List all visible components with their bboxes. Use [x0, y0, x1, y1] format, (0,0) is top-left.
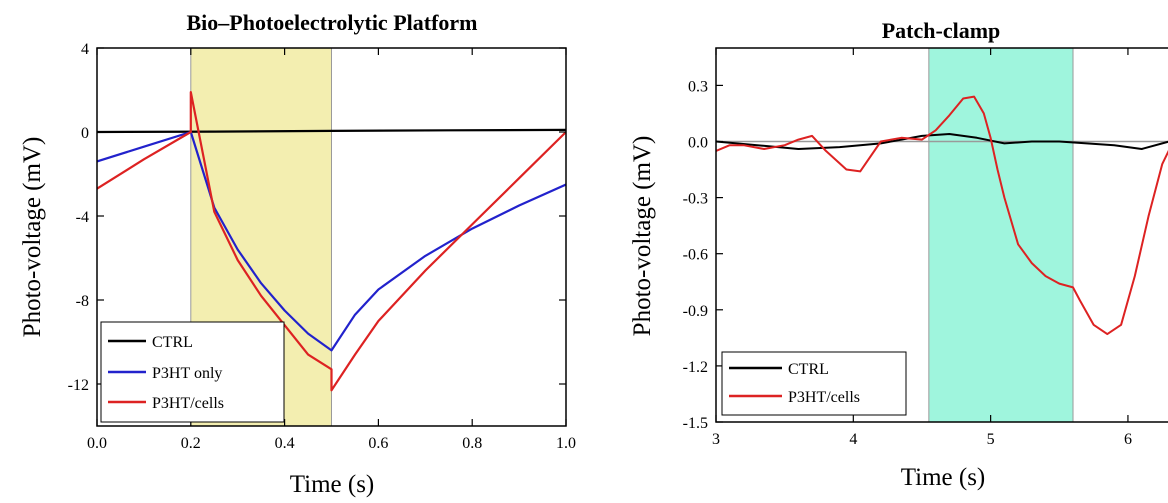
legend-box [721, 351, 907, 416]
x-tick-label: 1.0 [556, 435, 576, 452]
legend: CTRL P3HT/cells [721, 351, 907, 416]
legend-label-p3ht-cells: P3HT/cells [152, 395, 224, 412]
x-tick-label: 6 [1124, 431, 1132, 448]
y-tick-label: -1.5 [683, 415, 708, 432]
y-axis-label: Photo-voltage (mV) [629, 136, 656, 337]
series-line-p3ht-cells [716, 95, 1168, 336]
series-line-ctrl [97, 128, 566, 134]
x-tick-label: 0.2 [181, 435, 201, 452]
plot-frame [96, 47, 567, 427]
x-tick-label: 0.6 [368, 435, 388, 452]
legend: CTRL P3HT only P3HT/cells [100, 321, 285, 423]
chart-title: Bio–Photoelectrolytic Platform [187, 10, 478, 35]
legend-label-ctrl: CTRL [152, 334, 193, 351]
x-tick-label: 0.8 [462, 435, 482, 452]
x-tick-label: 5 [987, 431, 995, 448]
x-tick-label: 0.4 [275, 435, 295, 452]
y-tick-label: -0.6 [683, 247, 708, 264]
illumination-shade [928, 47, 1074, 423]
x-tick-labels: 0.0 0.2 0.4 0.6 0.8 1.0 [87, 435, 576, 452]
series-lines [97, 90, 566, 392]
x-tick-label: 4 [849, 431, 857, 448]
y-tick-labels: 0.3 0.0 -0.3 -0.6 -0.9 -1.2 -1.5 [683, 78, 708, 432]
series-line-p3ht-cells [97, 90, 566, 392]
y-tick-label: 4 [81, 41, 89, 58]
legend-label-p3ht-only: P3HT only [152, 365, 222, 382]
panel-patch-clamp: 3 4 5 6 0.3 0.0 -0.3 -0.6 -0.9 -1.2 -1.5 Patch-cl… [629, 18, 1168, 491]
legend-label-ctrl: CTRL [788, 361, 829, 378]
x-tick-label: 3 [712, 431, 720, 448]
plot-frame [715, 47, 1168, 423]
x-axis-label: Time (s) [290, 471, 375, 498]
y-axis-label: Photo-voltage (mV) [19, 137, 46, 338]
y-tick-label: -4 [76, 209, 89, 226]
series-lines [716, 95, 1168, 336]
y-tick-labels: 4 0 -4 -8 -12 [68, 41, 89, 394]
y-tick-label: -0.3 [683, 191, 708, 208]
chart-title: Patch-clamp [882, 18, 1001, 43]
x-axis-label: Time (s) [901, 464, 986, 491]
legend-label-p3ht-cells: P3HT/cells [788, 389, 860, 406]
y-tick-label: 0.3 [688, 78, 708, 95]
y-tick-label: 0 [81, 125, 89, 142]
x-tick-label: 0.0 [87, 435, 107, 452]
y-tick-label: 0.0 [688, 135, 708, 152]
y-tick-label: -1.2 [683, 359, 708, 376]
panel-bio-photoelectrolytic: 0.0 0.2 0.4 0.6 0.8 1.0 4 0 -4 -8 -12 Bio–Photoel… [19, 10, 576, 498]
x-tick-labels: 3 4 5 6 [712, 431, 1132, 448]
y-tick-label: -8 [76, 293, 89, 310]
y-tick-label: -0.9 [683, 303, 708, 320]
y-tick-label: -12 [68, 377, 89, 394]
series-line-p3ht-only [97, 130, 566, 352]
tick-marks [715, 48, 1129, 423]
